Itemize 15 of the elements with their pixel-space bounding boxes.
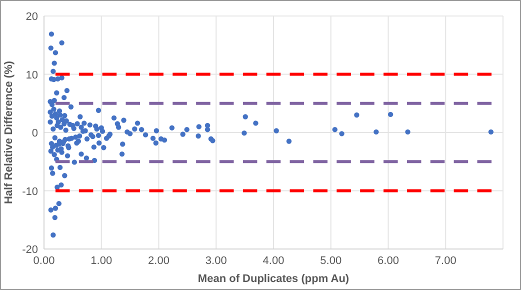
y-tick-label: 20 (26, 11, 38, 23)
x-tick-label: 4.00 (262, 255, 284, 267)
y-tick-label: 0 (32, 128, 38, 140)
y-tick-label: -10 (22, 186, 38, 198)
x-tick-label: 3.00 (205, 255, 227, 267)
x-axis-title: Mean of Duplicates (ppm Au) (198, 273, 350, 285)
x-tick-label: 2.00 (148, 255, 170, 267)
x-tick-label: 6.00 (378, 255, 399, 267)
x-tick-label: 7.00 (434, 255, 456, 267)
x-tick-label: 0.00 (33, 255, 55, 267)
y-tick-label: 10 (26, 69, 38, 82)
x-tick-label: 5.00 (320, 255, 342, 267)
x-tick-label: 1.00 (90, 255, 112, 267)
y-tick-label: -20 (22, 244, 38, 256)
y-axis-title: Half Relative Difference (%) (3, 60, 15, 204)
